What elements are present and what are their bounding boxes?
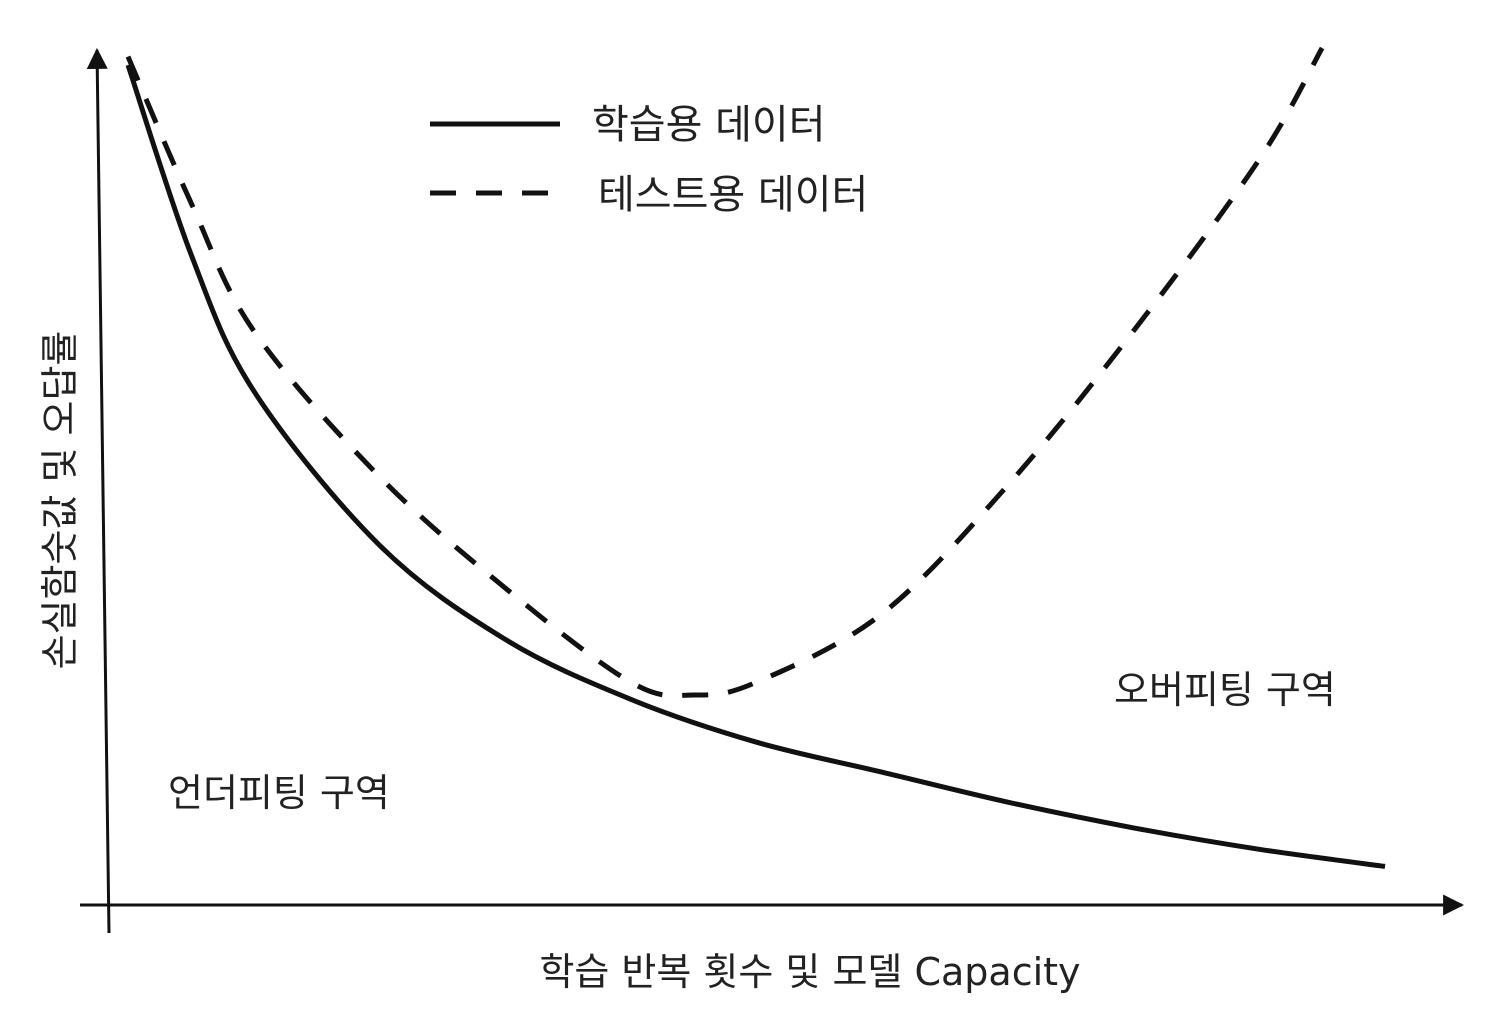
y-axis-title: 손실함숫값 및 오답률 xyxy=(38,331,82,670)
series-layer xyxy=(125,46,1386,869)
legend-label-train: 학습용 데이터 xyxy=(592,102,826,148)
underfitting-label: 언더피팅 구역 xyxy=(168,771,390,815)
series-line-test xyxy=(125,46,1325,699)
series-line-train xyxy=(125,64,1386,869)
x-axis-title: 학습 반복 횟수 및 모델 Capacity xyxy=(539,950,1080,994)
y-axis xyxy=(86,47,111,934)
legend: 학습용 데이터 테스트용 데이터 xyxy=(430,102,868,218)
overfitting-label: 오버피팅 구역 xyxy=(1114,668,1336,712)
legend-label-test: 테스트용 데이터 xyxy=(598,172,868,218)
